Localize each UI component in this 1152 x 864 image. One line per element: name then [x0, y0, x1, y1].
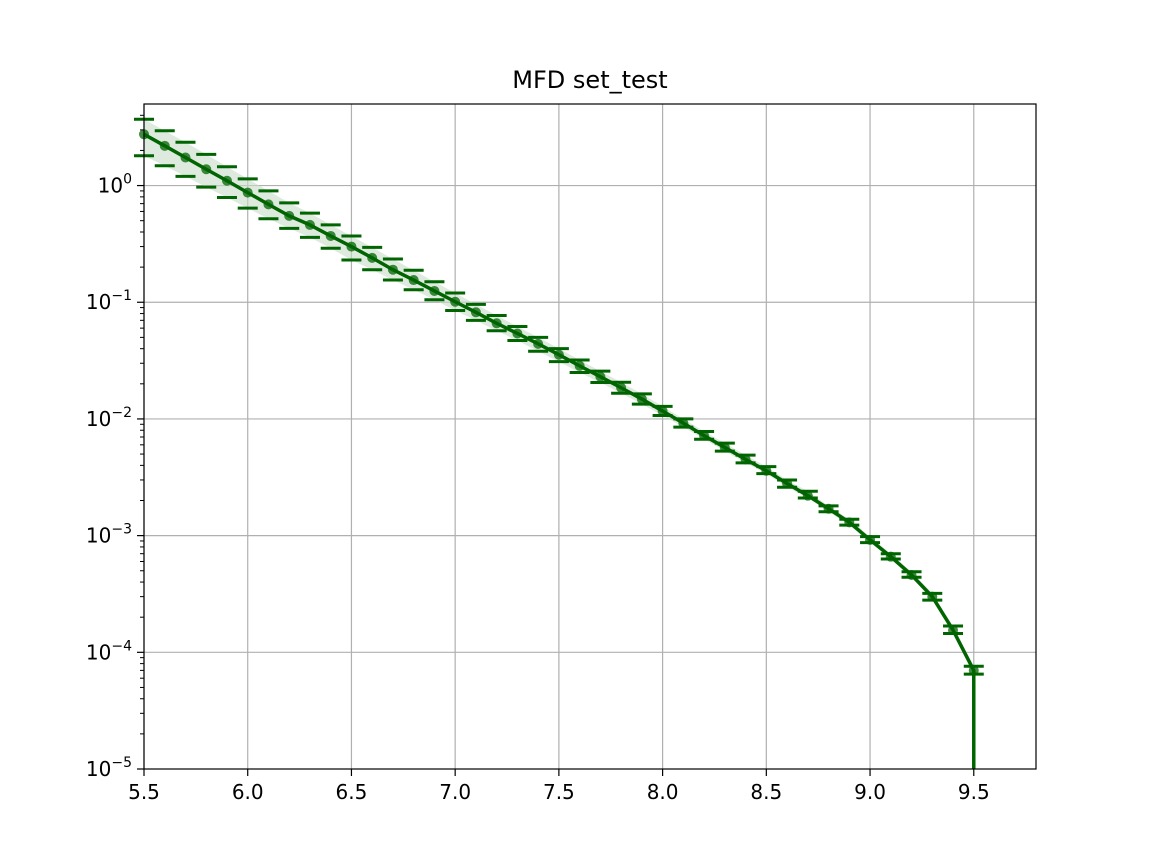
y-tick-label: 10−4 — [86, 638, 132, 664]
data-point — [512, 328, 523, 339]
y-tick-mantissa: 10 — [86, 757, 111, 781]
data-point — [927, 591, 938, 602]
data-point — [304, 219, 315, 230]
uncertainty-band-layer — [144, 119, 974, 675]
data-point — [180, 152, 191, 163]
y-tick-exponent: −4 — [111, 638, 132, 654]
x-tick-label: 9.0 — [854, 780, 886, 804]
data-point — [408, 275, 419, 286]
data-point — [221, 175, 232, 186]
x-tick-label: 6.5 — [336, 780, 368, 804]
data-point — [533, 338, 544, 349]
data-point — [201, 164, 212, 175]
data-point — [761, 465, 772, 476]
data-point — [429, 285, 440, 296]
y-tick-label: 10−1 — [86, 288, 132, 314]
x-tick-label: 6.0 — [232, 780, 264, 804]
x-tick-label: 7.0 — [439, 780, 471, 804]
data-point — [616, 382, 627, 393]
y-tick-mantissa: 10 — [86, 290, 111, 314]
y-tick-label: 10−5 — [86, 755, 132, 781]
data-point — [865, 534, 876, 545]
x-tick-label: 5.5 — [128, 780, 160, 804]
data-point — [844, 517, 855, 528]
axis-layer: 5.5 6.0 6.5 7.0 7.5 8.0 8.5 9.0 9.510010−110−210… — [86, 114, 990, 804]
y-tick-mantissa: 10 — [86, 524, 111, 548]
y-tick-mantissa: 10 — [86, 640, 111, 664]
y-tick-exponent: −3 — [111, 522, 132, 538]
y-tick-mantissa: 10 — [98, 174, 123, 198]
data-point — [906, 569, 917, 580]
y-tick-exponent: −5 — [111, 755, 132, 771]
data-point — [719, 442, 730, 453]
data-point — [553, 349, 564, 360]
data-point — [387, 264, 398, 275]
data-point — [159, 140, 170, 151]
plot-frame — [143, 103, 1037, 770]
data-point — [470, 307, 481, 318]
data-point — [740, 454, 751, 465]
data-point-layer — [139, 129, 979, 676]
y-tick-label: 10−3 — [86, 522, 132, 548]
y-tick-mantissa: 10 — [86, 407, 111, 431]
data-point — [699, 430, 710, 441]
x-tick-label: 8.0 — [647, 780, 679, 804]
data-point — [968, 665, 979, 676]
data-point — [782, 478, 793, 489]
data-point — [325, 230, 336, 241]
data-point — [284, 210, 295, 221]
data-point — [948, 625, 959, 636]
uncertainty-band — [144, 119, 974, 675]
y-tick-exponent: −2 — [111, 405, 132, 421]
y-tick-label: 100 — [98, 172, 132, 198]
data-point — [263, 199, 274, 210]
data-point — [636, 394, 647, 405]
data-point — [885, 551, 896, 562]
data-point — [242, 187, 253, 198]
chart-title: MFD set_test — [512, 66, 667, 94]
data-point — [574, 360, 585, 371]
data-point — [657, 405, 668, 416]
y-tick-exponent: 0 — [123, 172, 132, 188]
x-tick-label: 7.5 — [543, 780, 575, 804]
x-tick-label: 8.5 — [750, 780, 782, 804]
data-point — [595, 371, 606, 382]
data-point — [802, 490, 813, 501]
x-tick-label: 9.5 — [958, 780, 990, 804]
y-tick-exponent: −1 — [111, 288, 132, 304]
data-point — [678, 418, 689, 429]
data-point — [450, 296, 461, 307]
data-point — [823, 503, 834, 514]
grid-layer — [143, 104, 1036, 769]
data-point — [346, 241, 357, 252]
data-point — [367, 252, 378, 263]
data-point — [491, 318, 502, 329]
y-tick-label: 10−2 — [86, 405, 132, 431]
